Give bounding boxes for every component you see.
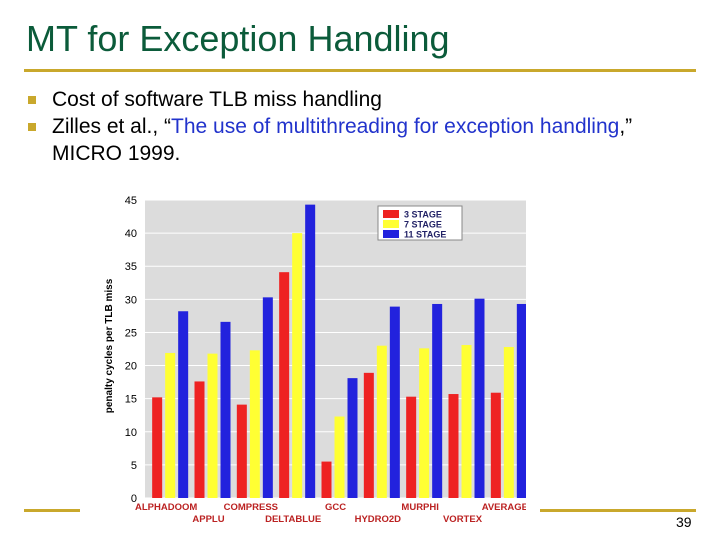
bar-7-stage [334, 416, 345, 498]
bar-11-stage [474, 298, 485, 498]
y-tick-label: 10 [125, 427, 137, 439]
y-tick-label: 0 [131, 493, 137, 505]
legend-swatch [383, 230, 399, 238]
footer-divider-right [540, 509, 696, 512]
bar-7-stage [419, 348, 430, 498]
y-tick-label: 5 [131, 460, 137, 472]
legend-label: 3 STAGE [404, 210, 442, 220]
bar-11-stage [178, 311, 189, 498]
bullet-text-prefix: Zilles et al., “ [52, 115, 172, 138]
y-tick-label: 45 [125, 195, 137, 207]
bar-11-stage [220, 321, 231, 498]
bar-3-stage [194, 381, 205, 498]
y-axis-label: penalty cycles per TLB miss [104, 278, 115, 413]
legend-label: 11 STAGE [404, 230, 446, 240]
category-label: AVERAGE [482, 502, 526, 513]
bar-11-stage [432, 303, 443, 498]
bar-11-stage [516, 303, 526, 498]
bar-3-stage [321, 461, 332, 498]
bar-7-stage [461, 345, 472, 498]
bar-7-stage [207, 353, 218, 498]
bar-7-stage [292, 233, 303, 498]
category-label: GCC [325, 502, 346, 513]
page-number: 39 [676, 514, 692, 530]
bar-3-stage [152, 397, 163, 498]
bar-3-stage [363, 372, 374, 498]
bar-7-stage [249, 350, 260, 498]
category-label: HYDRO2D [355, 514, 402, 522]
category-label: COMPRESS [224, 502, 278, 513]
category-label: ALPHADOOM [135, 502, 197, 513]
paper-title-link[interactable]: The use of multithreading for exception … [171, 115, 620, 138]
bar-3-stage [448, 394, 459, 498]
category-label: VORTEX [443, 514, 483, 522]
y-tick-label: 20 [125, 361, 137, 373]
bar-11-stage [305, 204, 316, 498]
category-label: DELTABLUE [265, 514, 321, 522]
y-tick-label: 40 [125, 228, 137, 240]
bullet-text-suffix: ,” MICRO 1999. [52, 115, 633, 165]
category-label: APPLU [192, 514, 224, 522]
bar-3-stage [406, 396, 417, 498]
legend-swatch [383, 210, 399, 218]
bar-3-stage [279, 272, 290, 498]
legend-label: 7 STAGE [404, 220, 442, 230]
bar-11-stage [347, 378, 358, 498]
bullet-text: Cost of software TLB miss handling [52, 88, 382, 111]
title-divider [24, 69, 696, 72]
y-tick-label: 35 [125, 261, 137, 273]
category-label: MURPHI [401, 502, 438, 513]
y-tick-label: 25 [125, 327, 137, 339]
bar-7-stage [165, 352, 176, 498]
footer-divider-left [24, 509, 80, 512]
y-tick-label: 15 [125, 394, 137, 406]
bar-11-stage [389, 306, 400, 498]
bullet-list: Cost of software TLB miss handling Zille… [26, 86, 666, 167]
bar-3-stage [490, 392, 501, 498]
legend-swatch [383, 220, 399, 228]
bar-7-stage [503, 347, 514, 498]
tlb-penalty-bar-chart: penalty cycles per TLB miss 0 5 10 15 20 25 30… [104, 195, 526, 522]
y-tick-label: 30 [125, 294, 137, 306]
bar-11-stage [262, 297, 273, 498]
bullet-item: Cost of software TLB miss handling [26, 86, 666, 113]
bullet-item: Zilles et al., “The use of multithreadin… [26, 113, 666, 167]
bar-7-stage [376, 345, 387, 498]
square-bullet-icon [28, 96, 36, 104]
slide-title: MT for Exception Handling [26, 18, 450, 59]
bar-3-stage [236, 404, 247, 498]
square-bullet-icon [28, 123, 36, 131]
